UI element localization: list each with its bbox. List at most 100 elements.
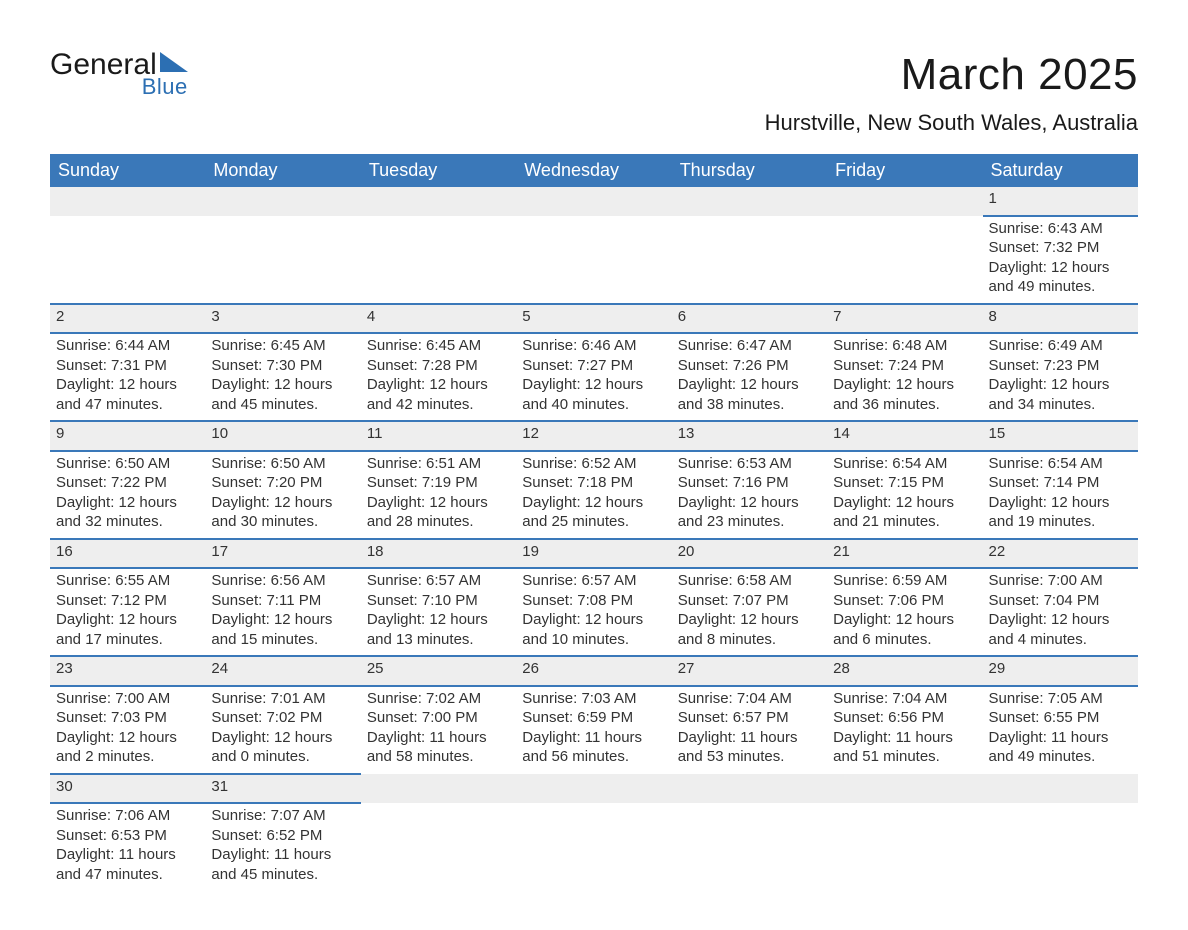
sunset-line: Sunset: 6:57 PM [678, 708, 821, 728]
day-number: 29 [983, 656, 1138, 686]
empty-cell [672, 803, 827, 890]
sunset-line: Sunset: 7:00 PM [367, 708, 510, 728]
day-number: 31 [205, 774, 360, 804]
header: General Blue March 2025 Hurstville, New … [50, 50, 1138, 136]
daylight-line: Daylight: 12 hours and 17 minutes. [56, 610, 199, 649]
day-detail-row: Sunrise: 6:44 AMSunset: 7:31 PMDaylight:… [50, 333, 1138, 421]
daylight-line: Daylight: 12 hours and 0 minutes. [211, 728, 354, 767]
day-number-row: 1 [50, 187, 1138, 216]
daylight-line: Daylight: 12 hours and 32 minutes. [56, 493, 199, 532]
sunset-line: Sunset: 7:23 PM [989, 356, 1132, 376]
sunset-line: Sunset: 7:02 PM [211, 708, 354, 728]
daylight-line: Daylight: 12 hours and 34 minutes. [989, 375, 1132, 414]
day-number: 14 [827, 421, 982, 451]
daylight-line: Daylight: 12 hours and 10 minutes. [522, 610, 665, 649]
sunrise-line: Sunrise: 6:45 AM [211, 336, 354, 356]
sunrise-line: Sunrise: 7:06 AM [56, 806, 199, 826]
empty-cell [827, 216, 982, 304]
sunrise-line: Sunrise: 7:03 AM [522, 689, 665, 709]
empty-cell [827, 187, 982, 216]
day-detail-row: Sunrise: 6:43 AMSunset: 7:32 PMDaylight:… [50, 216, 1138, 304]
daylight-line: Daylight: 12 hours and 2 minutes. [56, 728, 199, 767]
day-detail: Sunrise: 6:50 AMSunset: 7:20 PMDaylight:… [205, 451, 360, 539]
day-number: 19 [516, 539, 671, 569]
empty-cell [361, 803, 516, 890]
day-detail: Sunrise: 6:49 AMSunset: 7:23 PMDaylight:… [983, 333, 1138, 421]
day-detail-row: Sunrise: 6:55 AMSunset: 7:12 PMDaylight:… [50, 568, 1138, 656]
sunset-line: Sunset: 7:26 PM [678, 356, 821, 376]
sunset-line: Sunset: 7:15 PM [833, 473, 976, 493]
day-number: 25 [361, 656, 516, 686]
empty-cell [672, 216, 827, 304]
sunset-line: Sunset: 7:28 PM [367, 356, 510, 376]
empty-cell [205, 216, 360, 304]
sunrise-line: Sunrise: 6:55 AM [56, 571, 199, 591]
sunrise-line: Sunrise: 6:54 AM [989, 454, 1132, 474]
day-number: 15 [983, 421, 1138, 451]
daylight-line: Daylight: 11 hours and 53 minutes. [678, 728, 821, 767]
sunset-line: Sunset: 7:07 PM [678, 591, 821, 611]
day-detail: Sunrise: 6:46 AMSunset: 7:27 PMDaylight:… [516, 333, 671, 421]
daylight-line: Daylight: 12 hours and 4 minutes. [989, 610, 1132, 649]
daylight-line: Daylight: 11 hours and 45 minutes. [211, 845, 354, 884]
sunrise-line: Sunrise: 7:02 AM [367, 689, 510, 709]
sunrise-line: Sunrise: 6:50 AM [211, 454, 354, 474]
empty-cell [516, 774, 671, 804]
empty-cell [516, 216, 671, 304]
sunrise-line: Sunrise: 6:44 AM [56, 336, 199, 356]
day-detail: Sunrise: 6:55 AMSunset: 7:12 PMDaylight:… [50, 568, 205, 656]
empty-cell [672, 774, 827, 804]
empty-cell [827, 774, 982, 804]
sunset-line: Sunset: 7:12 PM [56, 591, 199, 611]
weekday-header: Thursday [672, 154, 827, 187]
calendar-table: SundayMondayTuesdayWednesdayThursdayFrid… [50, 154, 1138, 890]
sunset-line: Sunset: 7:08 PM [522, 591, 665, 611]
day-number: 13 [672, 421, 827, 451]
empty-cell [516, 803, 671, 890]
logo-triangle-icon [160, 52, 188, 72]
day-detail: Sunrise: 6:58 AMSunset: 7:07 PMDaylight:… [672, 568, 827, 656]
sunrise-line: Sunrise: 7:07 AM [211, 806, 354, 826]
empty-cell [983, 803, 1138, 890]
sunset-line: Sunset: 7:32 PM [989, 238, 1132, 258]
sunrise-line: Sunrise: 6:59 AM [833, 571, 976, 591]
day-detail-row: Sunrise: 6:50 AMSunset: 7:22 PMDaylight:… [50, 451, 1138, 539]
daylight-line: Daylight: 11 hours and 49 minutes. [989, 728, 1132, 767]
sunset-line: Sunset: 7:03 PM [56, 708, 199, 728]
empty-cell [205, 187, 360, 216]
day-detail: Sunrise: 6:52 AMSunset: 7:18 PMDaylight:… [516, 451, 671, 539]
sunrise-line: Sunrise: 6:52 AM [522, 454, 665, 474]
sunset-line: Sunset: 6:56 PM [833, 708, 976, 728]
day-detail: Sunrise: 6:59 AMSunset: 7:06 PMDaylight:… [827, 568, 982, 656]
day-detail: Sunrise: 7:01 AMSunset: 7:02 PMDaylight:… [205, 686, 360, 774]
sunset-line: Sunset: 7:16 PM [678, 473, 821, 493]
daylight-line: Daylight: 12 hours and 28 minutes. [367, 493, 510, 532]
daylight-line: Daylight: 11 hours and 58 minutes. [367, 728, 510, 767]
empty-cell [361, 216, 516, 304]
day-detail: Sunrise: 7:06 AMSunset: 6:53 PMDaylight:… [50, 803, 205, 890]
sunrise-line: Sunrise: 6:56 AM [211, 571, 354, 591]
daylight-line: Daylight: 12 hours and 15 minutes. [211, 610, 354, 649]
sunset-line: Sunset: 6:55 PM [989, 708, 1132, 728]
empty-cell [827, 803, 982, 890]
sunset-line: Sunset: 7:06 PM [833, 591, 976, 611]
day-number: 20 [672, 539, 827, 569]
day-number: 3 [205, 304, 360, 334]
empty-cell [516, 187, 671, 216]
weekday-header: Sunday [50, 154, 205, 187]
day-number: 21 [827, 539, 982, 569]
daylight-line: Daylight: 12 hours and 47 minutes. [56, 375, 199, 414]
sunset-line: Sunset: 6:53 PM [56, 826, 199, 846]
day-detail: Sunrise: 6:48 AMSunset: 7:24 PMDaylight:… [827, 333, 982, 421]
daylight-line: Daylight: 12 hours and 8 minutes. [678, 610, 821, 649]
logo: General Blue [50, 50, 188, 98]
day-detail: Sunrise: 6:54 AMSunset: 7:14 PMDaylight:… [983, 451, 1138, 539]
day-detail: Sunrise: 7:00 AMSunset: 7:03 PMDaylight:… [50, 686, 205, 774]
daylight-line: Daylight: 12 hours and 36 minutes. [833, 375, 976, 414]
day-number: 18 [361, 539, 516, 569]
day-number: 7 [827, 304, 982, 334]
sunrise-line: Sunrise: 7:00 AM [56, 689, 199, 709]
day-number: 11 [361, 421, 516, 451]
title-block: March 2025 Hurstville, New South Wales, … [765, 50, 1138, 136]
daylight-line: Daylight: 11 hours and 51 minutes. [833, 728, 976, 767]
